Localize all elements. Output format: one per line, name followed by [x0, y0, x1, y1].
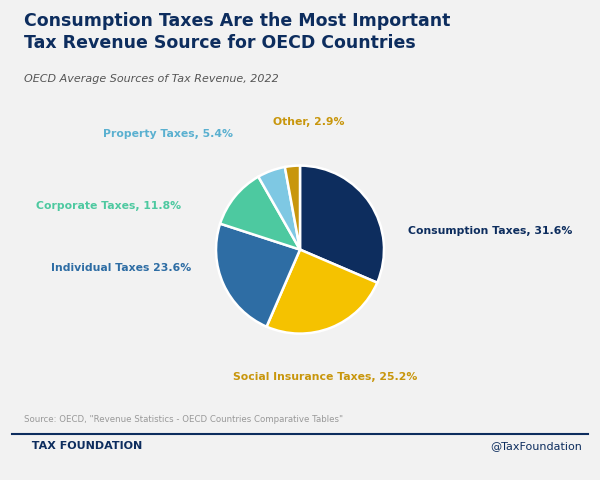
Wedge shape [216, 224, 300, 327]
Text: Other, 2.9%: Other, 2.9% [272, 117, 344, 127]
Text: Property Taxes, 5.4%: Property Taxes, 5.4% [103, 129, 233, 139]
Text: Consumption Taxes, 31.6%: Consumption Taxes, 31.6% [407, 226, 572, 236]
Text: Social Insurance Taxes, 25.2%: Social Insurance Taxes, 25.2% [233, 372, 418, 382]
Wedge shape [259, 167, 300, 250]
Text: @TaxFoundation: @TaxFoundation [490, 441, 582, 451]
Text: Corporate Taxes, 11.8%: Corporate Taxes, 11.8% [35, 201, 181, 211]
Text: Consumption Taxes Are the Most Important
Tax Revenue Source for OECD Countries: Consumption Taxes Are the Most Important… [24, 12, 451, 51]
Text: Source: OECD, "Revenue Statistics - OECD Countries Comparative Tables": Source: OECD, "Revenue Statistics - OECD… [24, 415, 343, 424]
Wedge shape [300, 166, 384, 283]
Text: TAX FOUNDATION: TAX FOUNDATION [24, 441, 142, 451]
Text: OECD Average Sources of Tax Revenue, 2022: OECD Average Sources of Tax Revenue, 202… [24, 74, 279, 84]
Wedge shape [285, 166, 300, 250]
Text: Individual Taxes 23.6%: Individual Taxes 23.6% [50, 263, 191, 273]
Wedge shape [266, 250, 377, 334]
Wedge shape [220, 177, 300, 250]
